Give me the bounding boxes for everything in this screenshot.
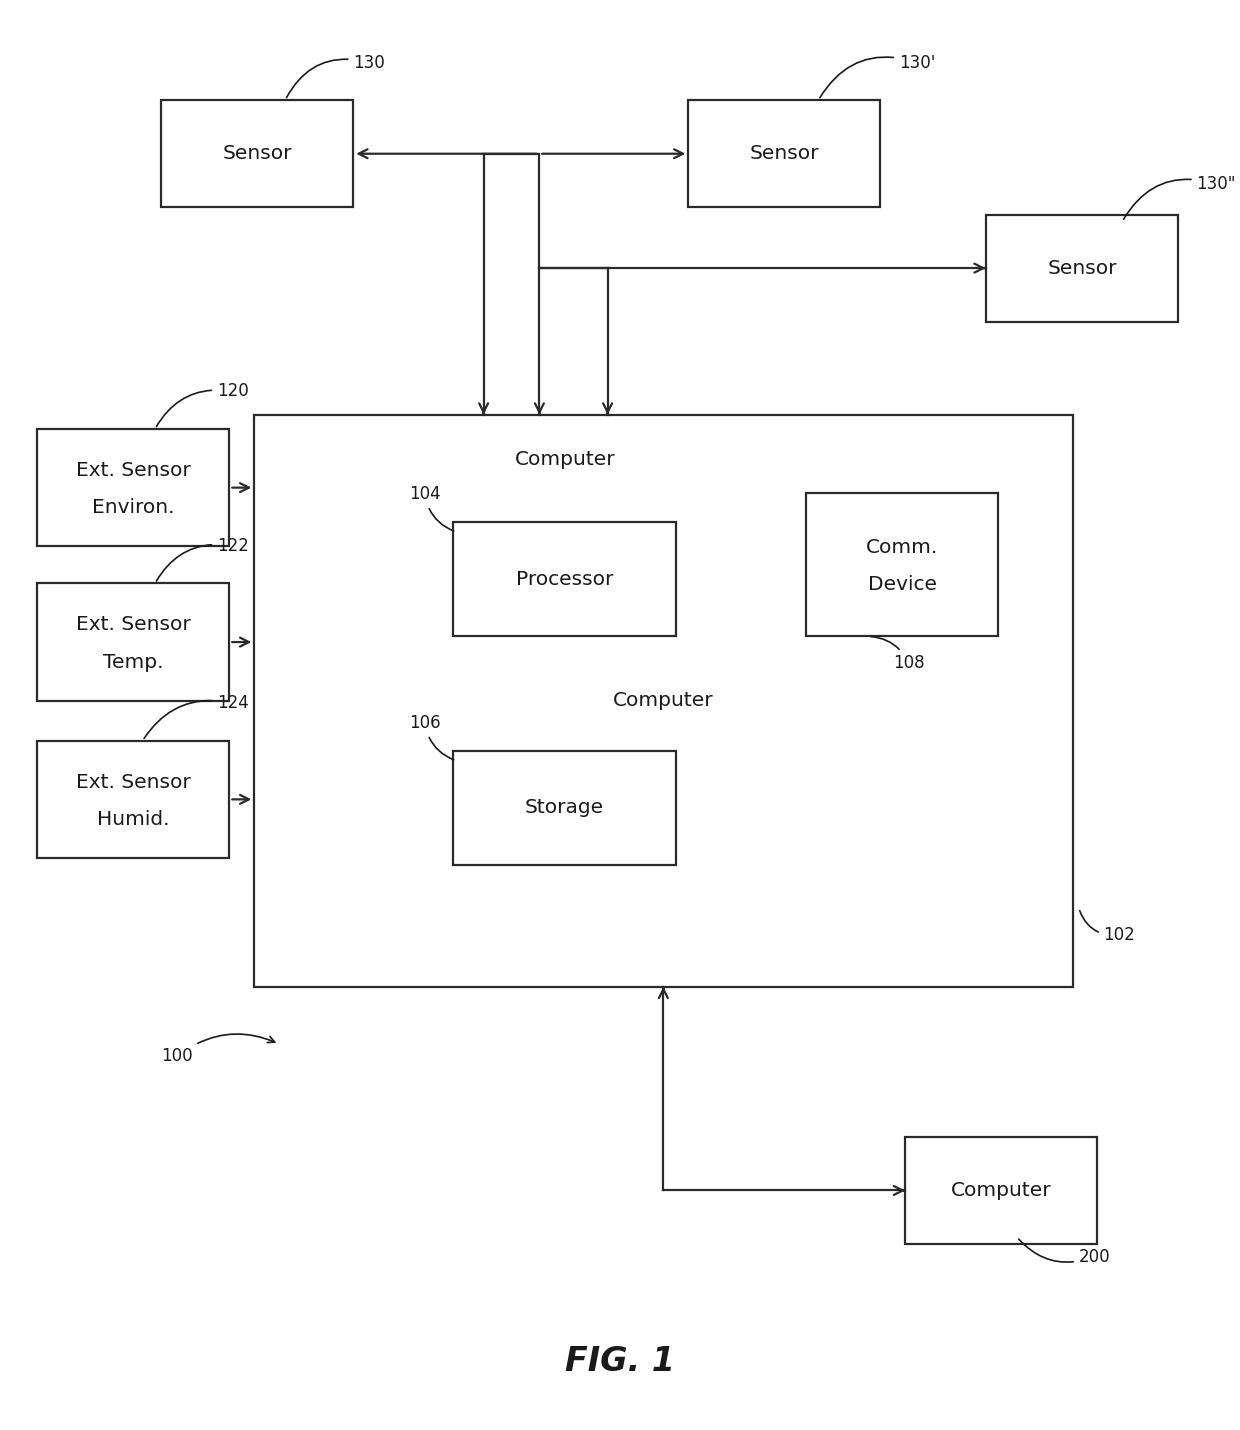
Text: Device: Device: [868, 575, 936, 595]
FancyBboxPatch shape: [453, 751, 676, 865]
Text: Humid.: Humid.: [97, 809, 170, 829]
Text: Sensor: Sensor: [1047, 259, 1117, 277]
Text: Storage: Storage: [525, 798, 604, 818]
Text: 100: 100: [161, 1034, 275, 1065]
FancyBboxPatch shape: [905, 1137, 1097, 1244]
Text: Temp.: Temp.: [103, 652, 164, 672]
Text: 122: 122: [156, 536, 249, 581]
Text: 200: 200: [1018, 1238, 1111, 1266]
Text: 130": 130": [1123, 174, 1236, 219]
Text: 124: 124: [144, 694, 249, 738]
FancyBboxPatch shape: [453, 522, 676, 636]
FancyBboxPatch shape: [688, 100, 880, 207]
Text: Ext. Sensor: Ext. Sensor: [76, 772, 191, 792]
Text: 106: 106: [409, 714, 454, 759]
Text: 108: 108: [870, 636, 925, 672]
Text: Ext. Sensor: Ext. Sensor: [76, 615, 191, 635]
FancyBboxPatch shape: [806, 493, 998, 636]
FancyBboxPatch shape: [37, 429, 229, 546]
Text: 102: 102: [1080, 911, 1136, 944]
Text: 104: 104: [409, 485, 454, 531]
Text: Computer: Computer: [613, 691, 714, 711]
FancyBboxPatch shape: [254, 415, 1073, 987]
Text: Comm.: Comm.: [866, 538, 939, 558]
Text: Sensor: Sensor: [749, 144, 820, 163]
FancyBboxPatch shape: [37, 583, 229, 701]
Text: 130': 130': [820, 53, 935, 97]
Text: Computer: Computer: [515, 450, 615, 469]
Text: FIG. 1: FIG. 1: [565, 1344, 675, 1379]
Text: 120: 120: [156, 382, 249, 426]
Text: Ext. Sensor: Ext. Sensor: [76, 460, 191, 480]
FancyBboxPatch shape: [37, 741, 229, 858]
FancyBboxPatch shape: [986, 214, 1178, 322]
Text: Environ.: Environ.: [92, 498, 175, 518]
Text: 130: 130: [286, 53, 386, 97]
Text: Sensor: Sensor: [222, 144, 293, 163]
Text: Processor: Processor: [516, 569, 613, 589]
Text: Computer: Computer: [951, 1181, 1052, 1200]
FancyBboxPatch shape: [161, 100, 353, 207]
